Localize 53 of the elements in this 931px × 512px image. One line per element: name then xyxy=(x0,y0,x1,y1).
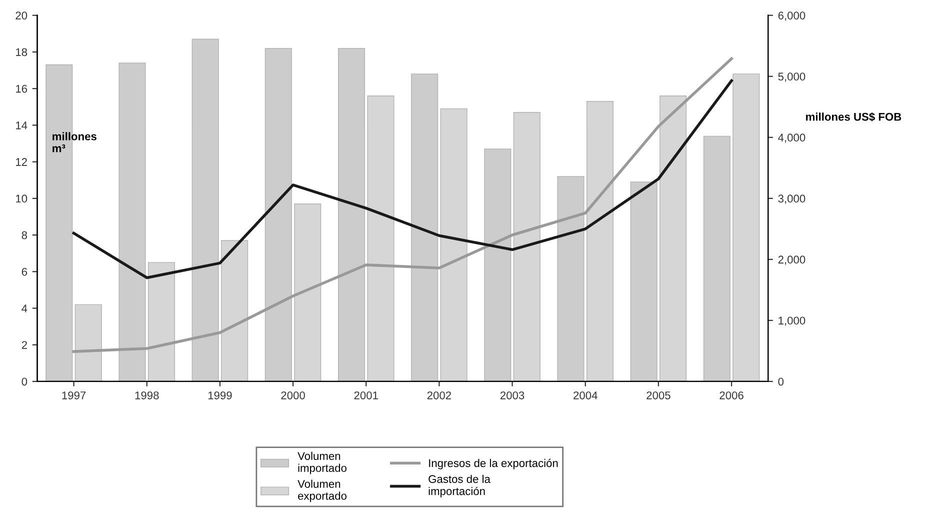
x-tick-label: 2003 xyxy=(500,391,524,400)
bar xyxy=(557,176,584,382)
y-tick-label: 20 xyxy=(16,12,28,20)
y2-tick-label: 0 xyxy=(778,378,784,386)
x-tick-label: 2001 xyxy=(354,391,378,400)
x-tick-label: 2004 xyxy=(574,391,598,400)
bar xyxy=(703,136,730,382)
y-tick-label: 12 xyxy=(16,158,27,166)
y-tick-label: 18 xyxy=(16,48,28,56)
y-axis-title: millones m³ xyxy=(52,132,96,152)
x-tick-label: 2000 xyxy=(281,391,305,400)
y-tick-label: 0 xyxy=(22,378,28,386)
bar xyxy=(440,108,468,382)
y-tick-label: 10 xyxy=(16,194,28,203)
x-tick-label: 1999 xyxy=(208,391,232,400)
bar xyxy=(484,148,512,382)
bar xyxy=(264,48,292,382)
y-tick-label: 14 xyxy=(16,122,28,130)
bar xyxy=(732,74,760,382)
bar xyxy=(513,112,540,382)
x-tick-label: 1998 xyxy=(135,391,159,400)
y2-tick-label: 5,000 xyxy=(778,72,806,82)
y2-tick-label: 3,000 xyxy=(778,194,806,204)
legend-label: Volumen importado xyxy=(298,452,346,474)
y-tick-label: 2 xyxy=(22,341,27,349)
y2-tick-label: 1,000 xyxy=(778,316,806,326)
bar xyxy=(148,262,175,382)
bar xyxy=(367,96,394,382)
x-tick-label: 2005 xyxy=(646,391,670,400)
bar xyxy=(192,38,219,382)
y2-tick-label: 6,000 xyxy=(778,12,806,21)
bar xyxy=(338,48,366,382)
bar xyxy=(660,96,687,382)
y-tick-label: 16 xyxy=(16,84,28,93)
y-tick-label: 6 xyxy=(22,268,28,276)
legend-label: Volumen exportado xyxy=(298,480,347,502)
bar xyxy=(294,204,322,382)
x-tick-label: 2002 xyxy=(427,391,451,400)
bar xyxy=(630,182,658,382)
y2-tick-label: 2,000 xyxy=(778,256,806,265)
y-tick-label: 8 xyxy=(22,231,28,240)
y2-axis-title: millones US$ FOB xyxy=(806,112,902,122)
legend-label: Ingresos de la exportación xyxy=(429,458,558,470)
x-tick-label: 2006 xyxy=(720,391,744,400)
bar xyxy=(411,74,438,382)
x-tick-label: 1997 xyxy=(62,391,86,400)
bar xyxy=(221,240,248,382)
y-tick-label: 4 xyxy=(22,304,28,312)
bar xyxy=(74,304,102,382)
bar xyxy=(118,62,146,382)
bar xyxy=(586,101,614,382)
legend-label: Gastos de la importación xyxy=(428,474,490,498)
y2-tick-label: 4,000 xyxy=(778,134,806,143)
